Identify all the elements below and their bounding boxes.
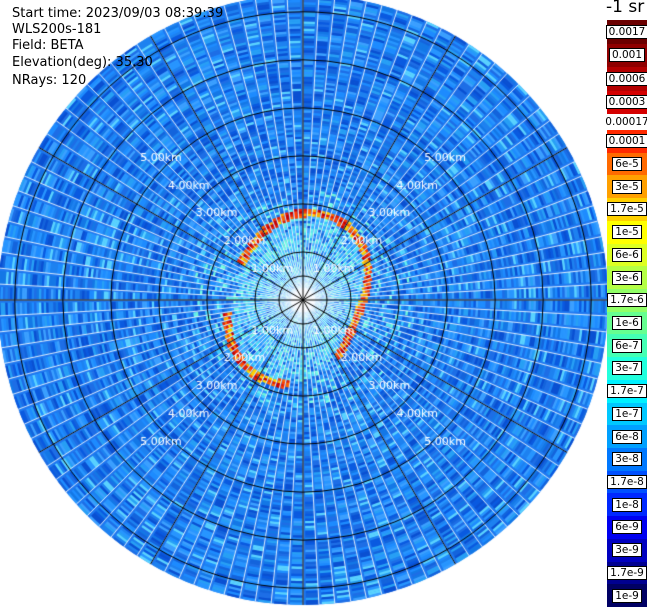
colorbar-tick-label: 1e-6 [612,316,642,331]
nrays-text: NRays: 120 [12,72,87,88]
colorbar-swatch: 1e-7 [607,402,647,426]
colorbar-swatch: 1.7e-9 [607,561,647,585]
colorbar-tick-label: 3e-8 [612,452,642,467]
colorbar-tick-label: 1e-5 [612,225,642,240]
colorbar-swatch: 6e-5 [607,152,647,176]
colorbar-separator-label: 0.00017 [605,116,647,128]
colorbar-tick-label: 0.0001 [605,134,647,149]
colorbar-tick-label: 6e-5 [612,157,642,172]
colorbar-swatch: 3e-9 [607,538,647,562]
colorbar-swatch: 0.0001 [605,130,647,153]
colorbar-tick-label: 1e-9 [612,588,642,603]
colorbar-swatch: 0.0003 [605,90,647,114]
colorbar-tick-label: 3e-7 [612,361,642,376]
colorbar-swatch: 3e-5 [607,175,647,199]
colorbar-swatch: 1e-5 [607,220,647,244]
colorbar-swatch: 1e-9 [607,584,647,607]
colorbar-swatch: 0.0006 [605,67,647,91]
colorbar-swatch: 1.7e-6 [607,289,647,312]
colorbar-tick-label: 1e-8 [612,497,642,512]
colorbar-title: -1 sr [606,0,645,17]
colorbar-swatch: 0.0017 [605,20,647,44]
colorbar-tick-label: 1e-7 [612,406,642,421]
colorbar-swatch: 3e-8 [607,448,647,471]
colorbar-tick-label: 1.7e-7 [607,384,647,399]
colorbar-tick-label: 3e-6 [612,270,642,285]
colorbar-swatch: 1.7e-7 [607,379,647,403]
colorbar-tick-label: 1.7e-5 [607,202,647,217]
field-text: Field: BETA [12,38,84,54]
colorbar-tick-label: 1.7e-9 [607,565,647,580]
colorbar-tick-label: 6e-8 [612,429,642,444]
colorbar-swatch: 6e-9 [607,516,647,539]
colorbar-tick-label: 1.7e-6 [607,293,647,308]
colorbar-swatch: 3e-6 [607,266,647,289]
colorbar-swatch: 1.7e-8 [607,470,647,494]
elevation-text: Elevation(deg): 35.30 [12,54,153,70]
colorbar-tick-label: 3e-9 [612,543,642,558]
colorbar-swatch: 0.001 [607,43,647,67]
colorbar-tick-label: 0.001 [608,48,646,63]
scan-info-panel: Start time: 2023/09/03 08:39:39 WLS200s-… [12,6,223,89]
colorbar-tick-label: 0.0003 [605,95,647,110]
colorbar-swatch: 6e-8 [607,425,647,448]
colorbar-swatch: 1.7e-5 [607,198,647,221]
instrument-text: WLS200s-181 [12,22,102,38]
colorbar-tick-label: 3e-5 [612,179,642,194]
colorbar-tick-label: 0.0006 [605,71,647,86]
colorbar-swatch: 1e-8 [607,493,647,517]
colorbar-swatch: 1e-6 [607,311,647,335]
colorbar-tick-label: 6e-9 [612,520,642,535]
colorbar-swatch: 3e-7 [607,357,647,380]
colorbar-swatch: 6e-6 [607,243,647,267]
colorbar-tick-label: 1.7e-8 [607,475,647,490]
colorbar-tick-label: 0.0017 [605,24,647,39]
colorbar-swatch: 6e-7 [607,334,647,358]
colorbar-tick-label: 6e-7 [612,338,642,353]
colorbar-tick-label: 6e-6 [612,247,642,262]
start-time-text: Start time: 2023/09/03 08:39:39 [12,6,224,21]
